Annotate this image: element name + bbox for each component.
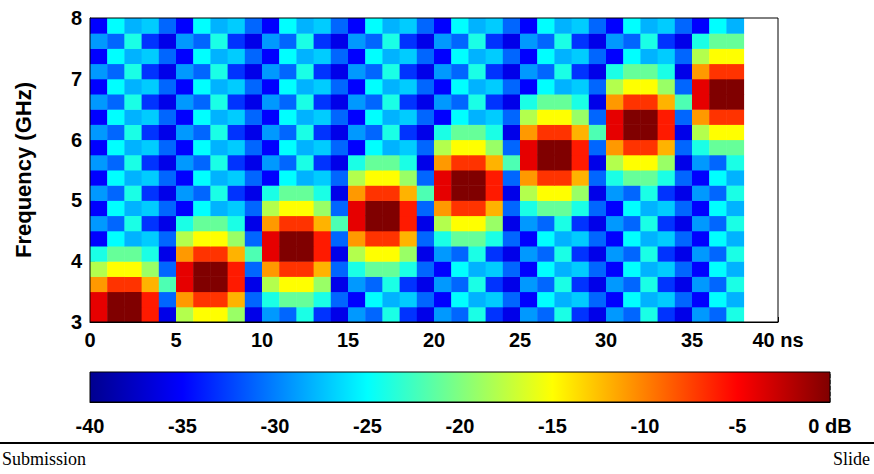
svg-text:40 ns: 40 ns <box>752 329 803 351</box>
svg-text:Frequency (GHz): Frequency (GHz) <box>11 82 36 258</box>
svg-text:5: 5 <box>71 189 82 211</box>
svg-text:25: 25 <box>509 329 531 351</box>
svg-text:-25: -25 <box>353 415 382 437</box>
svg-text:-40: -40 <box>76 415 105 437</box>
svg-text:6: 6 <box>71 129 82 151</box>
svg-text:30: 30 <box>595 329 617 351</box>
svg-text:4: 4 <box>71 250 83 272</box>
svg-text:-30: -30 <box>261 415 290 437</box>
svg-text:8: 8 <box>71 7 82 29</box>
svg-text:15: 15 <box>337 329 359 351</box>
svg-text:0 dB: 0 dB <box>808 415 851 437</box>
svg-text:20: 20 <box>423 329 445 351</box>
svg-text:10: 10 <box>251 329 273 351</box>
svg-text:Slide: Slide <box>833 449 870 469</box>
svg-text:-10: -10 <box>631 415 660 437</box>
svg-text:Submission: Submission <box>2 449 86 469</box>
svg-text:3: 3 <box>71 311 82 333</box>
svg-text:7: 7 <box>71 68 82 90</box>
svg-text:-15: -15 <box>538 415 567 437</box>
svg-text:-20: -20 <box>446 415 475 437</box>
svg-text:-5: -5 <box>729 415 747 437</box>
svg-text:35: 35 <box>681 329 703 351</box>
svg-text:5: 5 <box>170 329 181 351</box>
svg-text:-35: -35 <box>168 415 197 437</box>
svg-text:0: 0 <box>84 329 95 351</box>
